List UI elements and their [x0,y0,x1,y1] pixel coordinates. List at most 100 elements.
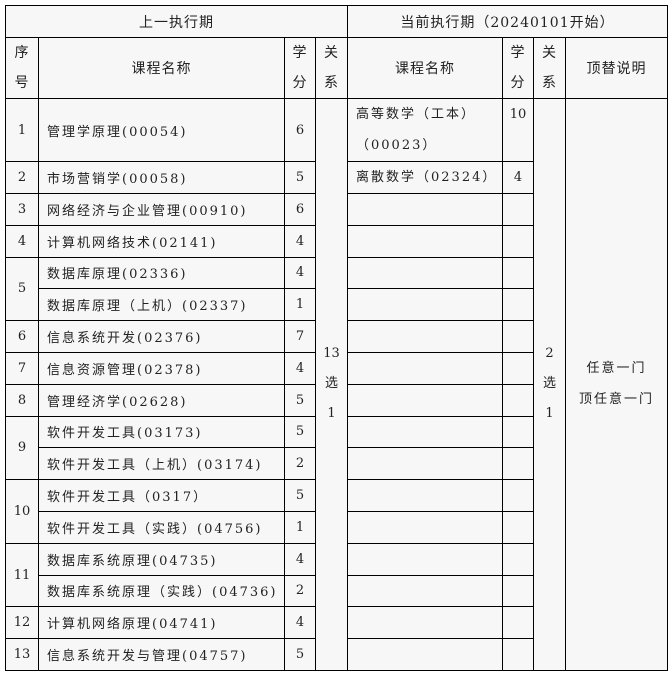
prev-course-name: 数据库原理(02336) [38,256,285,290]
prev-course-credit: 5 [284,638,316,671]
seq-cell: 11 [5,542,39,608]
seq-cell: 4 [5,224,39,258]
cur-course-credit-empty [502,542,534,576]
cur-course-name-line: 离散数学（02324） [356,170,498,185]
cur-course-credit-empty [502,638,534,671]
prev-course-credit: 7 [284,320,316,353]
table-row: 12 计算机网络原理(04741) 4 [5,606,668,640]
seq-cell: 2 [5,161,39,194]
cur-course-credit-empty [502,447,534,481]
prev-course-credit: 4 [284,224,316,258]
prev-course-credit: 4 [284,542,316,576]
prev-relation-cell: 13 选 1 [315,98,348,671]
prev-course-credit: 6 [284,193,316,226]
cur-course-name-line: （00023） [356,138,438,153]
prev-course-credit: 2 [284,447,316,481]
table-row: 4 计算机网络技术(02141) 4 [5,224,668,258]
cur-course-credit-empty [502,288,534,322]
prev-course-name: 管理学原理(00054) [38,98,285,162]
previous-period-header: 上一执行期 [5,5,348,38]
cur-course-name-empty [347,574,503,608]
prev-course-credit: 2 [284,574,316,608]
replacement-note-header: 顶替说明 [565,37,668,99]
cur-course-credit-empty [502,479,534,512]
prev-course-credit: 5 [284,479,316,512]
cur-course-credit-empty [502,574,534,608]
prev-course-credit: 6 [284,98,316,162]
seq-cell: 8 [5,383,39,417]
prev-credit-header: 学分 [284,37,316,99]
cur-course-credit-empty [502,256,534,290]
prev-course-name: 计算机网络原理(04741) [38,606,285,640]
prev-course-credit: 4 [284,351,316,385]
prev-course-name: 信息系统开发与管理(04757) [38,638,285,671]
relation-text: 13 [323,346,340,362]
seq-cell: 10 [5,479,39,544]
table-row: 13 信息系统开发与管理(04757) 5 [5,638,668,671]
table-row: 数据库系统原理（实践）(04736) 2 [6,574,668,608]
table-row: 10 软件开发工具（0317） 5 [5,479,668,544]
prev-course-name: 软件开发工具(03173) [38,415,285,449]
prev-course-name: 数据库系统原理(04735) [38,542,285,576]
cur-course-name-empty [347,320,503,353]
table-row: 11 数据库系统原理(04735) 4 [5,542,668,608]
cur-course-credit-empty [502,224,534,258]
cur-course-name-header: 课程名称 [347,37,503,99]
seq-cell: 5 [5,256,39,322]
table-row: 数据库原理（上机）(02337) 1 [6,288,668,322]
prev-course-credit: 4 [284,256,316,290]
cur-credit-header: 学分 [502,37,534,99]
seq-cell: 13 [5,638,39,671]
cur-course-name-empty [347,510,503,544]
cur-course-name-line: 高等数学（工本） [356,107,477,122]
seq-cell: 7 [5,351,39,385]
replacement-text: 顶任意一门 [578,392,654,408]
relation-text: 1 [545,406,554,422]
course-replacement-table: 上一执行期 当前执行期（20240101开始） 序号 课程名称 学分 关系 课程… [5,5,668,671]
relation-text: 2 [545,346,554,362]
relation-text: 选 [324,376,338,392]
relation-text: 1 [327,406,336,422]
cur-course-credit-empty [502,606,534,640]
relation-text: 选 [542,376,556,392]
replacement-text: 任意一门 [586,361,647,377]
cur-course-name: 高等数学（工本） （00023） [347,98,503,162]
cur-course-name-empty [347,256,503,290]
table-row: 9 软件开发工具(03173) 5 [5,415,668,481]
prev-course-credit: 1 [284,510,316,544]
cur-relation-cell: 2 选 1 [533,98,566,671]
cur-course-credit-empty [502,351,534,385]
cur-course-credit: 10 [502,98,534,162]
cur-course-name-empty [347,638,503,671]
prev-course-name: 软件开发工具（实践）(04756) [38,510,285,544]
cur-course-name-empty [347,351,503,385]
seq-cell: 1 [5,98,39,162]
cur-course-credit-empty [502,510,534,544]
prev-course-credit: 5 [284,161,316,194]
cur-course-credit-empty [502,193,534,226]
table-row: 软件开发工具（上机）(03174) 2 [6,447,668,481]
prev-course-name: 信息系统开发(02376) [38,320,285,353]
course-replacement-table-container: 上一执行期 当前执行期（20240101开始） 序号 课程名称 学分 关系 课程… [5,5,668,671]
prev-course-name: 数据库原理（上机）(02337) [38,288,285,322]
prev-course-name: 数据库系统原理（实践）(04736) [38,574,285,608]
seq-cell: 3 [5,193,39,226]
prev-course-name: 软件开发工具（0317） [38,479,285,512]
cur-course-name: 离散数学（02324） [347,161,503,194]
prev-course-credit: 5 [284,383,316,417]
prev-course-name: 软件开发工具（上机）(03174) [38,447,285,481]
table-row: 7 信息资源管理(02378) 4 [5,351,668,385]
prev-course-name: 网络经济与企业管理(00910) [38,193,285,226]
table-row: 1 管理学原理(00054) 6 13 选 1 高等数学（工本） （00023） 10 2 选 1 任意… [5,98,668,671]
cur-course-credit-empty [502,415,534,449]
cur-course-credit-empty [502,383,534,417]
prev-course-credit: 4 [284,606,316,640]
cur-course-name-empty [347,542,503,576]
replacement-note-cell: 任意一门 顶任意一门 [565,98,668,671]
table-row: 3 网络经济与企业管理(00910) 6 [5,193,668,226]
seq-header: 序号 [5,37,39,99]
cur-relation-header: 关系 [533,37,566,99]
cur-course-name-empty [347,288,503,322]
prev-course-name: 管理经济学(02628) [38,383,285,417]
current-period-header: 当前执行期（20240101开始） [347,5,668,38]
